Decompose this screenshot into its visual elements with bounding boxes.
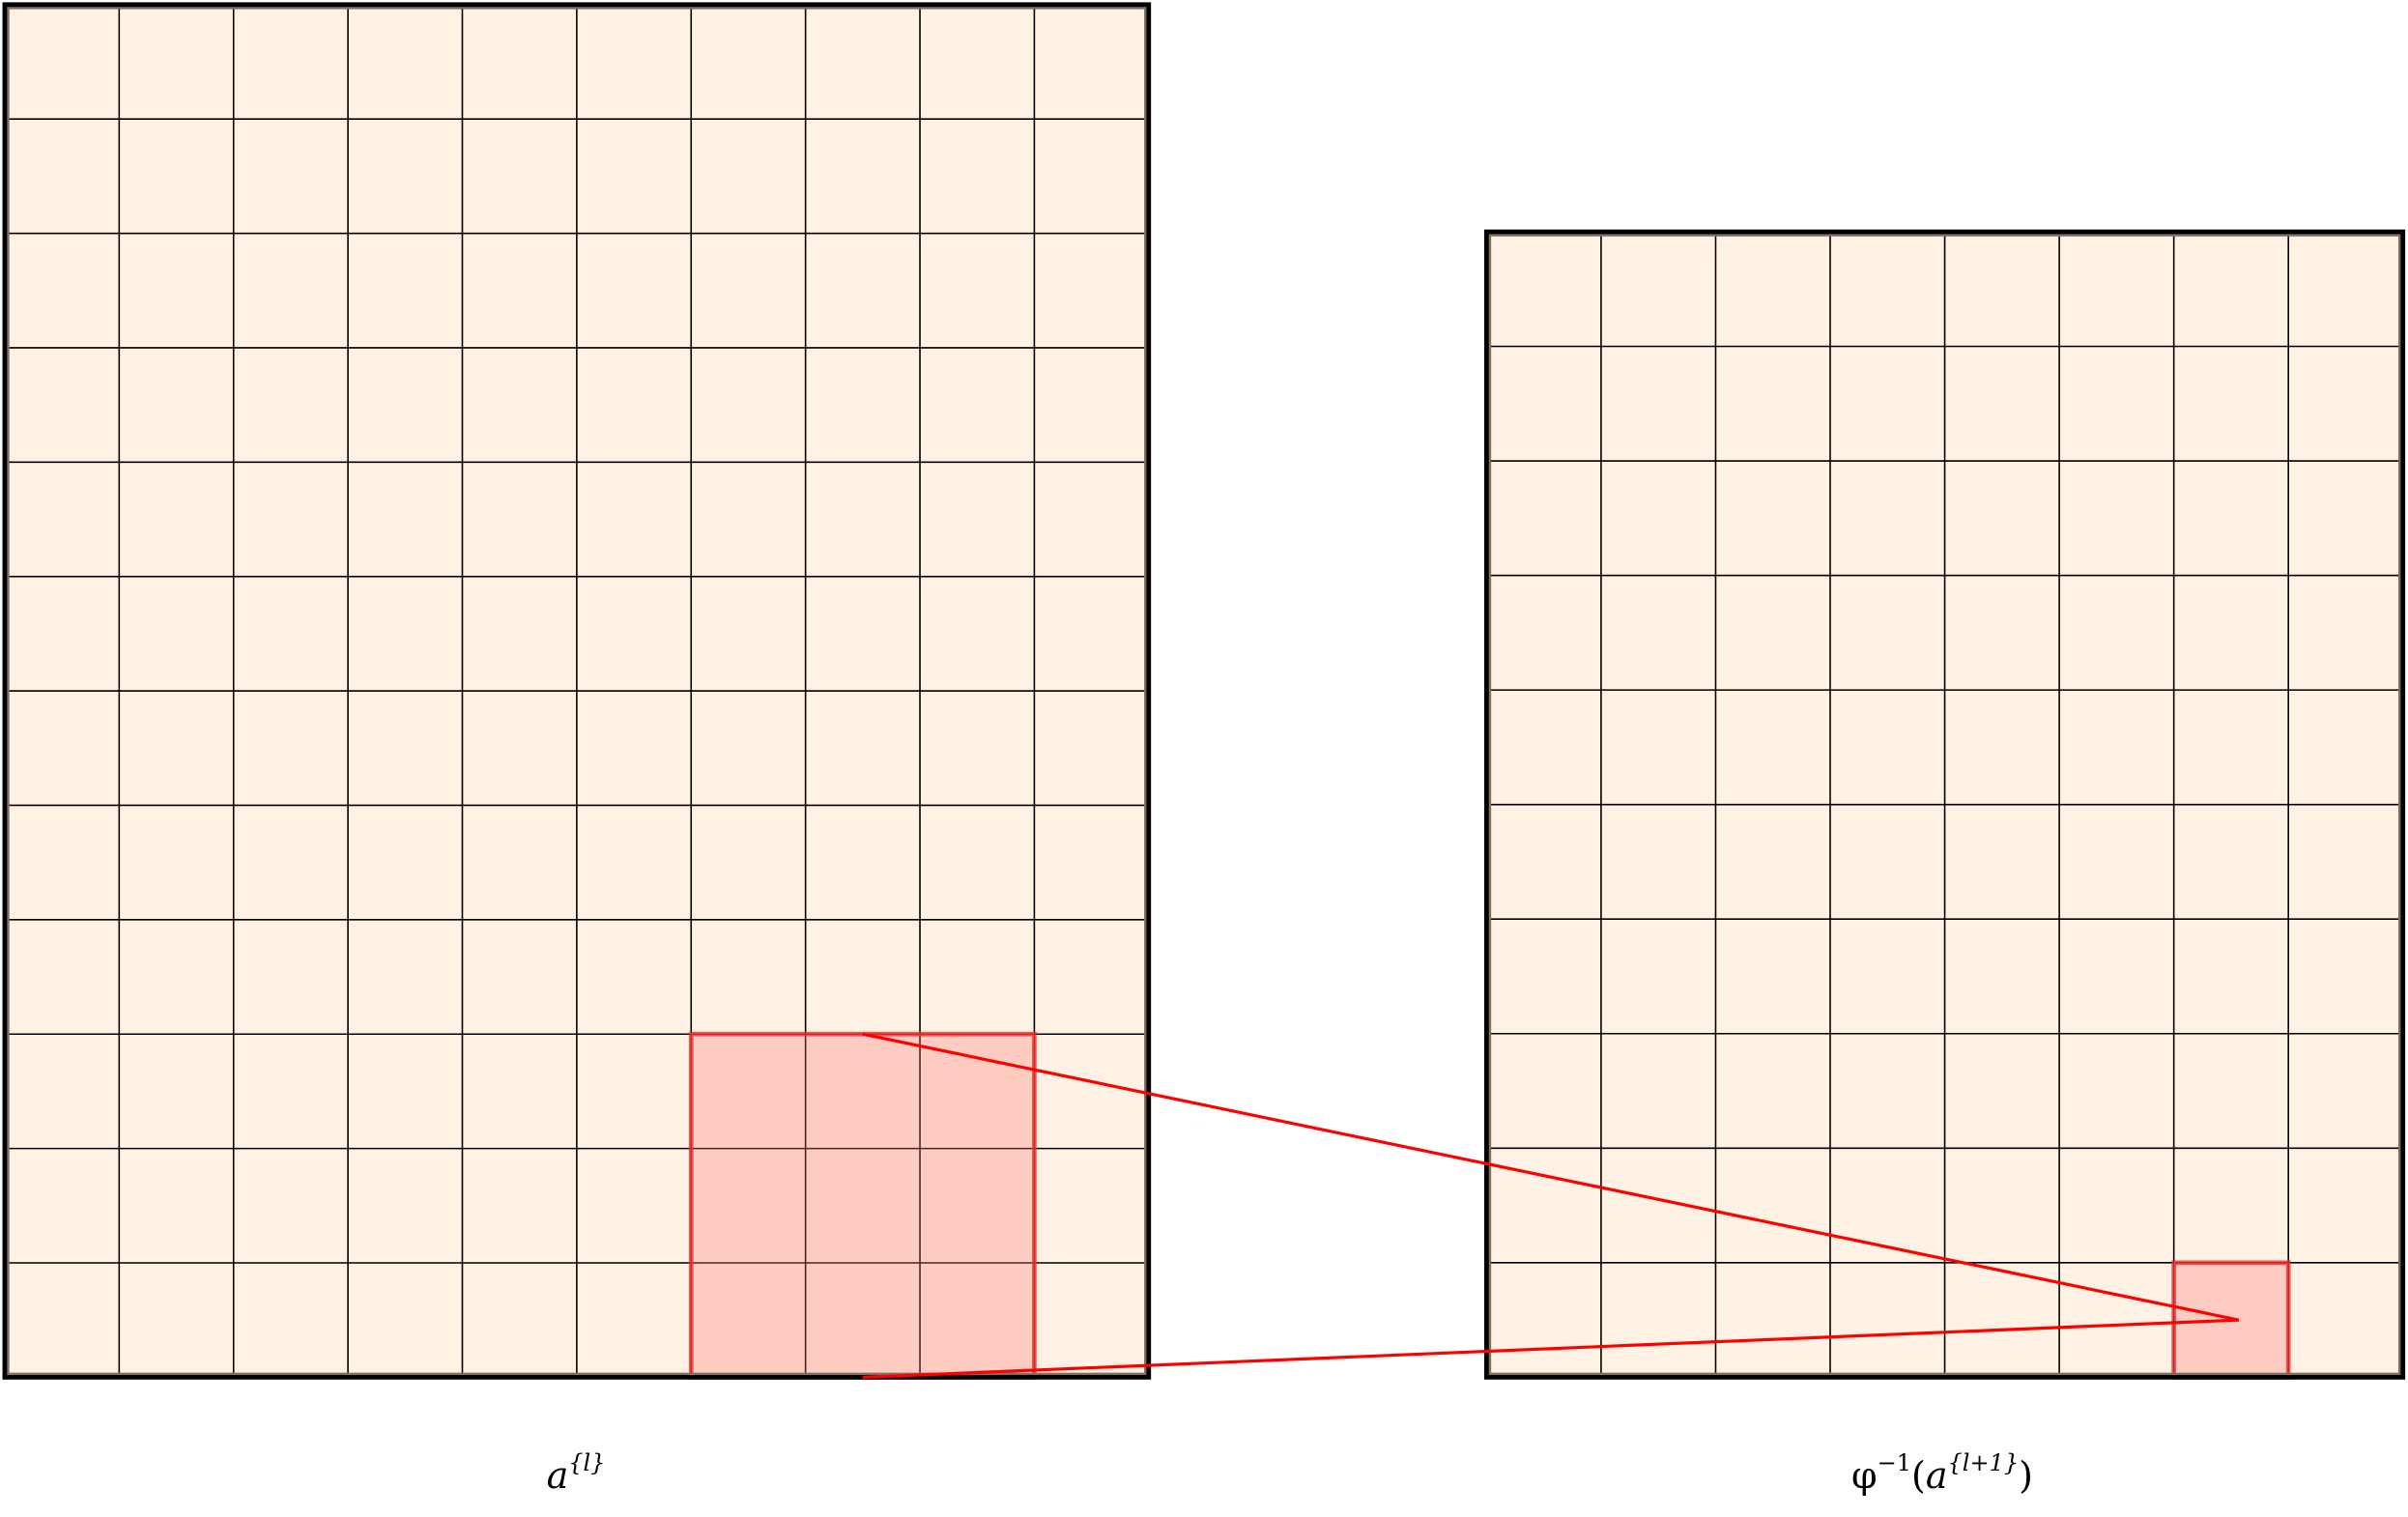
connector-line-top (862, 1032, 2240, 1322)
frame-border (2, 2, 1152, 1380)
frame-border (1484, 229, 2406, 1380)
left-map-label: a{l} (546, 1449, 606, 1497)
left-feature-map (2, 2, 1152, 1380)
highlight-region (688, 1031, 1037, 1380)
connector-line-bottom (862, 1318, 2239, 1379)
right-feature-map (1484, 229, 2406, 1380)
right-map-label: φ−1(a{l+1}) (1851, 1449, 2033, 1497)
